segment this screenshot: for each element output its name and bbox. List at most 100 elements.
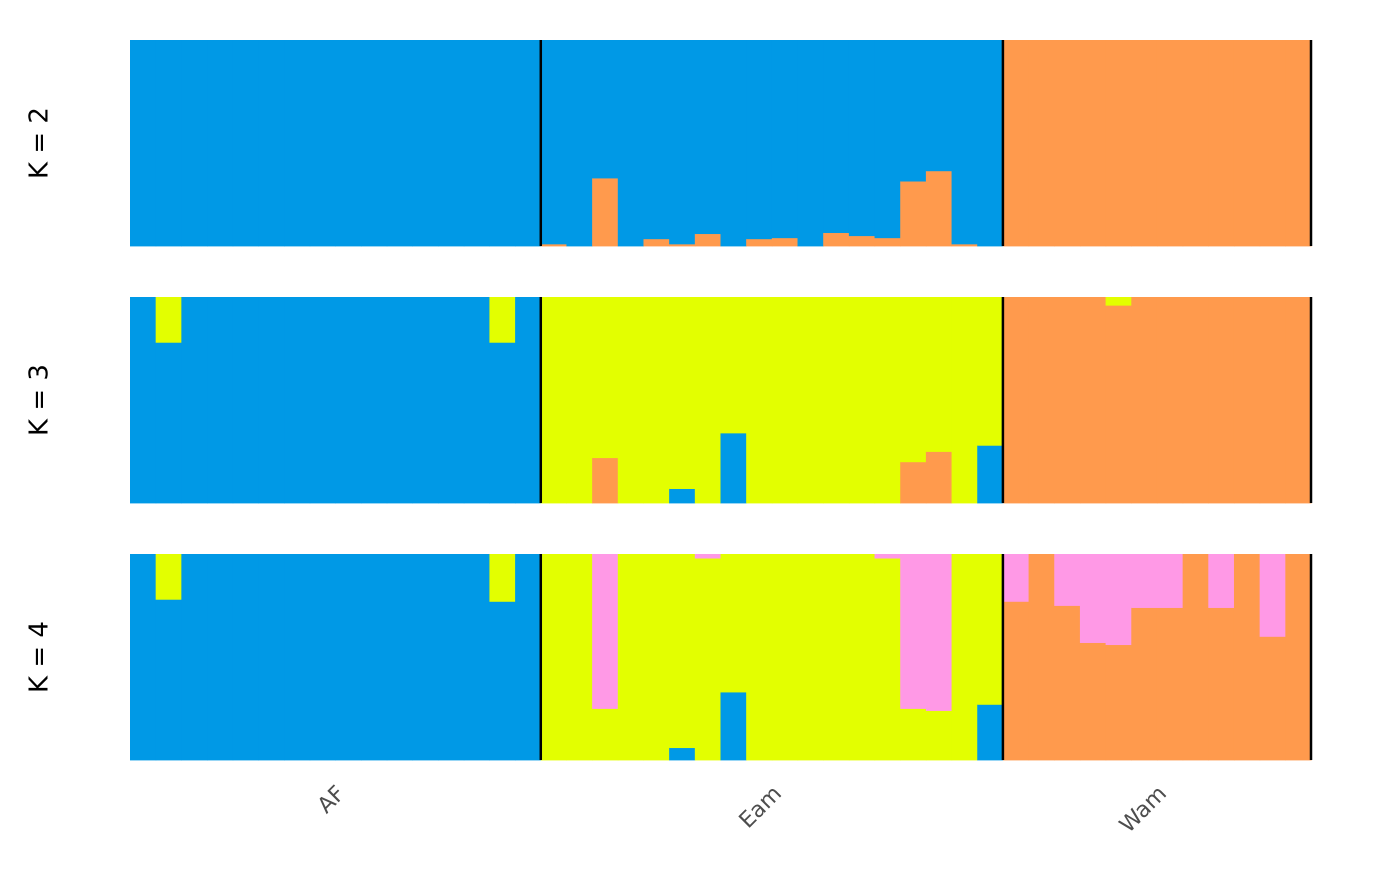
bar-segment-blue — [977, 40, 1004, 247]
bar-segment-blue — [412, 40, 439, 247]
bar-segment-orange — [1285, 297, 1312, 504]
bar-segment-blue — [489, 342, 516, 504]
bar-segment-orange — [874, 237, 901, 247]
bar-segment-blue — [181, 554, 208, 761]
bar-segment-orange — [1156, 607, 1184, 761]
bar-segment-pink — [1259, 554, 1286, 637]
bar-segment-yellow — [951, 554, 978, 761]
bar-segment-blue — [361, 554, 388, 761]
bar-segment-yellow — [592, 708, 619, 761]
bar-segment-blue — [309, 554, 336, 761]
bar-segment-blue — [412, 554, 439, 761]
bar-segment-blue — [130, 554, 157, 761]
bar-segment-orange — [1105, 40, 1132, 247]
bar-segment-orange — [925, 451, 953, 504]
bar-segment-yellow — [848, 554, 876, 761]
bar-segment-blue — [386, 297, 414, 504]
bar-segment-orange — [540, 243, 568, 247]
bar-segment-blue — [489, 40, 516, 247]
bar-segment-blue — [207, 297, 234, 504]
bar-segment-orange — [900, 181, 927, 247]
bar-segment-blue — [309, 40, 336, 247]
bar-segment-yellow — [592, 297, 619, 459]
bar-segment-orange — [1054, 40, 1081, 247]
bar-segment-yellow — [617, 297, 645, 504]
bar-segment-blue — [335, 297, 362, 504]
bar-segment-blue — [797, 40, 824, 247]
bar-segment-blue — [181, 40, 208, 247]
panel-k4 — [130, 554, 1313, 761]
bar-segment-blue — [438, 40, 465, 247]
bar-segment-yellow — [643, 554, 670, 761]
bar-segment-orange — [1182, 40, 1209, 247]
bar-segment-yellow — [977, 554, 1004, 705]
bar-segment-yellow — [1105, 297, 1132, 306]
bar-segment-blue — [232, 40, 259, 247]
bar-segment-yellow — [694, 297, 722, 504]
bar-segment-yellow — [797, 297, 824, 504]
bar-segment-blue — [720, 692, 747, 761]
panel-label: K = 3 — [25, 364, 55, 436]
bar-segment-blue — [515, 297, 542, 504]
panel-label: K = 2 — [25, 107, 55, 179]
bar-segment-orange — [1131, 297, 1158, 504]
bar-segment-blue — [463, 40, 491, 247]
bar-segment-yellow — [617, 554, 645, 761]
bar-segment-orange — [1028, 40, 1055, 247]
bar-segment-orange — [1028, 297, 1055, 504]
bar-segment-yellow — [155, 297, 182, 343]
bar-segment-orange — [1105, 305, 1132, 504]
bar-segment-yellow — [669, 297, 696, 489]
x-tick-label: Wam — [1115, 781, 1172, 838]
bar-segment-blue — [438, 297, 465, 504]
bar-segment-orange — [848, 235, 876, 247]
bar-segment-blue — [361, 297, 388, 504]
bar-segment-blue — [386, 40, 414, 247]
bar-segment-blue — [669, 488, 696, 504]
bar-segment-yellow — [900, 708, 927, 761]
bar-segment-yellow — [925, 710, 953, 761]
bar-segment-orange — [1054, 297, 1081, 504]
bar-segment-blue — [155, 342, 182, 504]
bar-segment-yellow — [566, 554, 593, 761]
bar-segment-blue — [463, 554, 491, 761]
bar-segment-pink — [1131, 554, 1158, 608]
bar-segment-blue — [130, 40, 157, 247]
bar-segment-orange — [1208, 297, 1235, 504]
bar-segment-blue — [617, 40, 645, 247]
bar-segment-yellow — [977, 297, 1004, 446]
bar-segment-orange — [900, 461, 927, 504]
bar-segment-orange — [694, 233, 722, 247]
bar-segment-blue — [720, 40, 747, 247]
bar-segment-pink — [694, 554, 722, 559]
bar-segment-blue — [258, 40, 285, 247]
bar-segment-pink — [1208, 554, 1235, 608]
bar-segment-orange — [1259, 297, 1286, 504]
bar-segment-blue — [309, 297, 336, 504]
bar-segment-blue — [515, 554, 542, 761]
panel-label: K = 4 — [25, 621, 55, 693]
bar-segment-orange — [1285, 554, 1312, 761]
bar-segment-pink — [592, 554, 619, 709]
bar-segment-pink — [874, 554, 901, 559]
bar-segment-orange — [1054, 605, 1081, 761]
bar-segment-orange — [1233, 297, 1261, 504]
bar-segment-blue — [463, 297, 491, 504]
panel-k2 — [130, 40, 1313, 247]
bar-segment-orange — [1182, 554, 1209, 761]
bar-segment-blue — [155, 40, 182, 247]
bar-segment-orange — [669, 243, 696, 247]
bar-segment-orange — [951, 243, 978, 247]
bar-segment-orange — [1233, 40, 1261, 247]
bar-segment-blue — [258, 554, 285, 761]
bar-segment-yellow — [951, 297, 978, 504]
bar-segment-blue — [951, 40, 978, 245]
bar-segment-blue — [977, 704, 1004, 761]
bar-segment-yellow — [746, 554, 773, 761]
bar-segment-orange — [592, 457, 619, 504]
bar-segment-blue — [669, 40, 696, 245]
bar-segment-yellow — [720, 297, 747, 434]
bar-segment-orange — [1182, 297, 1209, 504]
